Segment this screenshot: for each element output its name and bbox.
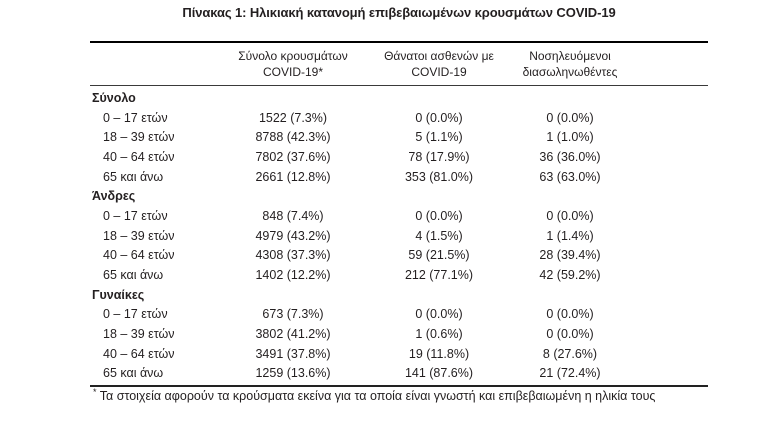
table-body: Σύνολο 0 – 17 ετών 1522 (7.3%) 0 (0.0%) … <box>90 86 708 388</box>
intubated-cell: 8 (27.6%) <box>542 346 598 361</box>
cases-cell: 1522 (7.3%) <box>258 110 328 125</box>
header-intubated-line2: διασωληνωθέντες <box>522 65 618 79</box>
intubated-cell: 0 (0.0%) <box>546 327 594 342</box>
header-total-cases-line1: Σύνολο κρουσμάτων <box>238 49 348 63</box>
header-intubated: Νοσηλευόμενοι διασωληνωθέντες <box>522 48 618 80</box>
row-label: 40 – 64 ετών <box>103 346 175 361</box>
intubated-cell: 36 (36.0%) <box>539 149 601 164</box>
intubated-cell: 0 (0.0%) <box>546 110 594 125</box>
deaths-cell: 1 (0.6%) <box>415 327 463 342</box>
deaths-cell: 4 (1.5%) <box>415 228 463 243</box>
deaths-cell: 212 (77.1%) <box>404 268 474 283</box>
table-row: 65 και άνω 2661 (12.8%) 353 (81.0%) 63 (… <box>90 167 708 187</box>
section-label: Σύνολο <box>92 90 136 105</box>
cases-cell: 8788 (42.3%) <box>255 130 331 145</box>
cases-cell: 3802 (41.2%) <box>255 327 331 342</box>
section-header-total: Σύνολο <box>90 88 708 108</box>
deaths-cell: 5 (1.1%) <box>415 130 463 145</box>
intubated-cell: 21 (72.4%) <box>539 366 601 381</box>
table-title: Πίνακας 1: Ηλικιακή κατανομή επιβεβαιωμέ… <box>182 5 616 20</box>
row-label: 0 – 17 ετών <box>103 208 168 223</box>
row-label: 18 – 39 ετών <box>103 130 175 145</box>
intubated-cell: 28 (39.4%) <box>539 248 601 263</box>
cases-cell: 848 (7.4%) <box>262 208 324 223</box>
cases-cell: 7802 (37.6%) <box>255 149 331 164</box>
table-row: 0 – 17 ετών 848 (7.4%) 0 (0.0%) 0 (0.0%) <box>90 206 708 226</box>
table-header-row: Σύνολο κρουσμάτων COVID-19* Θάνατοι ασθε… <box>90 41 708 86</box>
intubated-cell: 1 (1.0%) <box>546 130 594 145</box>
intubated-cell: 42 (59.2%) <box>539 268 601 283</box>
deaths-cell: 353 (81.0%) <box>404 169 474 184</box>
section-label: Γυναίκες <box>92 287 145 302</box>
table-row: 0 – 17 ετών 1522 (7.3%) 0 (0.0%) 0 (0.0%… <box>90 108 708 128</box>
cases-cell: 2661 (12.8%) <box>255 169 331 184</box>
row-label: 18 – 39 ετών <box>103 228 175 243</box>
footnote-asterisk: * <box>93 387 97 398</box>
header-total-cases: Σύνολο κρουσμάτων COVID-19* <box>230 48 356 80</box>
table-row: 18 – 39 ετών 3802 (41.2%) 1 (0.6%) 0 (0.… <box>90 324 708 344</box>
cases-cell: 4979 (43.2%) <box>255 228 331 243</box>
table-row: 18 – 39 ετών 4979 (43.2%) 4 (1.5%) 1 (1.… <box>90 226 708 246</box>
header-intubated-line1: Νοσηλευόμενοι <box>529 49 611 63</box>
cases-cell: 4308 (37.3%) <box>255 248 331 263</box>
section-label: Άνδρες <box>92 189 136 204</box>
row-label: 40 – 64 ετών <box>103 149 175 164</box>
table-row: 0 – 17 ετών 673 (7.3%) 0 (0.0%) 0 (0.0%) <box>90 305 708 325</box>
section-header-women: Γυναίκες <box>90 285 708 305</box>
table-footnote: * Τα στοιχεία αφορούν τα κρούσματα εκείν… <box>90 387 708 404</box>
intubated-cell: 0 (0.0%) <box>546 307 594 322</box>
intubated-cell: 1 (1.4%) <box>546 228 594 243</box>
cases-cell: 1259 (13.6%) <box>255 366 331 381</box>
table-row: 40 – 64 ετών 3491 (37.8%) 19 (11.8%) 8 (… <box>90 344 708 364</box>
table-row: 18 – 39 ετών 8788 (42.3%) 5 (1.1%) 1 (1.… <box>90 127 708 147</box>
header-total-cases-line2: COVID-19* <box>262 65 324 79</box>
header-deaths: Θάνατοι ασθενών με COVID-19 <box>356 48 522 80</box>
deaths-cell: 78 (17.9%) <box>408 149 470 164</box>
row-label: 65 και άνω <box>103 169 164 184</box>
covid-age-distribution-table: Σύνολο κρουσμάτων COVID-19* Θάνατοι ασθε… <box>90 41 708 403</box>
row-label: 0 – 17 ετών <box>103 307 168 322</box>
row-label: 18 – 39 ετών <box>103 327 175 342</box>
table-row: 65 και άνω 1402 (12.2%) 212 (77.1%) 42 (… <box>90 265 708 285</box>
row-label: 65 και άνω <box>103 366 164 381</box>
footnote-text: Τα στοιχεία αφορούν τα κρούσματα εκείνα … <box>99 389 656 404</box>
intubated-cell: 63 (63.0%) <box>539 169 601 184</box>
header-deaths-line2: COVID-19 <box>411 65 467 79</box>
row-label: 65 και άνω <box>103 268 164 283</box>
deaths-cell: 141 (87.6%) <box>404 366 474 381</box>
deaths-cell: 0 (0.0%) <box>415 307 463 322</box>
row-label: 40 – 64 ετών <box>103 248 175 263</box>
table-row: 40 – 64 ετών 4308 (37.3%) 59 (21.5%) 28 … <box>90 246 708 266</box>
table-row: 40 – 64 ετών 7802 (37.6%) 78 (17.9%) 36 … <box>90 147 708 167</box>
cases-cell: 1402 (12.2%) <box>255 268 331 283</box>
deaths-cell: 59 (21.5%) <box>408 248 470 263</box>
table-row: 65 και άνω 1259 (13.6%) 141 (87.6%) 21 (… <box>90 364 708 384</box>
section-header-men: Άνδρες <box>90 186 708 206</box>
deaths-cell: 0 (0.0%) <box>415 208 463 223</box>
row-label: 0 – 17 ετών <box>103 110 168 125</box>
cases-cell: 673 (7.3%) <box>262 307 324 322</box>
cases-cell: 3491 (37.8%) <box>255 346 331 361</box>
deaths-cell: 0 (0.0%) <box>415 110 463 125</box>
deaths-cell: 19 (11.8%) <box>408 346 470 361</box>
intubated-cell: 0 (0.0%) <box>546 208 594 223</box>
header-deaths-line1: Θάνατοι ασθενών με <box>384 49 494 63</box>
